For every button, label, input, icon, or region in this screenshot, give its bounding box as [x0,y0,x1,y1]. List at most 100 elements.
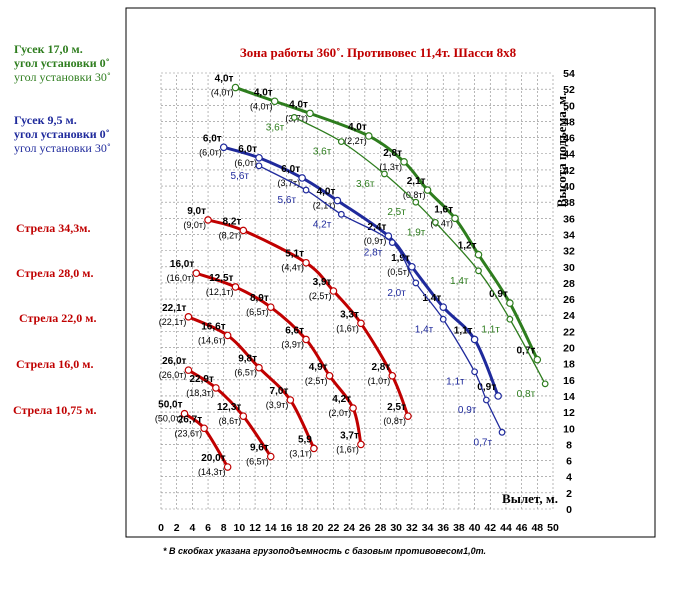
data-label: 1,1т [446,377,465,388]
y-tick-label: 38 [563,197,575,209]
data-label-secondary: (1,6т) [336,323,359,333]
data-point [223,463,232,471]
data-point [471,368,479,376]
series-1: 3,6т3,6т3,6т2,5т1,9т1,4т1,1т0,8т [266,114,549,400]
legend-label: Гусек 9,5 м. [14,113,77,127]
data-point [302,258,310,267]
data-label: 5,1т [285,249,304,260]
data-point [423,186,432,194]
y-tick-label: 40 [563,181,575,193]
data-point [357,440,365,449]
x-tick-label: 2 [174,522,180,534]
data-label: 2,8т [371,362,390,373]
data-point [498,428,506,436]
y-tick-label: 26 [563,294,575,306]
y-axis-label: Высота подъема, м. [554,93,569,208]
series-2: 6,0т (6,0т) 6,0т (6,0т) 6,0т (3,7т) 4,0т (2,1т)… [199,133,502,400]
data-label: 8,9т [250,293,269,304]
x-tick-label: 36 [437,522,449,534]
data-label: 1,4т [422,293,441,304]
y-tick-label: 48 [563,116,575,128]
y-tick-label: 22 [563,326,575,338]
legend-entry: Стрела 16,0 м. [16,357,93,371]
data-label: 2,0т [387,288,406,299]
y-tick-label: 8 [566,439,572,451]
plot-frame [125,7,656,538]
data-label-secondary: (1,3т) [379,162,402,172]
data-label: 4,9т [309,362,328,373]
y-tick-label: 44 [563,149,575,161]
series-8: 50,0т (50,0т)26,7т (23,6т) 20,0т (14,3т) [155,400,232,477]
legend-entry: Гусек 17,0 м. угол установки 0˚ угол устан… [14,42,111,84]
data-label-secondary: (4,4т) [281,263,304,273]
data-label: 0,9т [458,405,477,416]
x-tick-label: 10 [234,522,246,534]
data-label-secondary: (0,4т) [430,218,453,228]
data-label-secondary: (3,9т) [266,400,289,410]
x-tick-label: 26 [359,522,371,534]
data-point [239,412,248,420]
series-7: 26,0т (26,0т) 22,9т (18,3т)12,3т (8,6т) 9,6т (… [159,356,275,467]
data-label: 4,0т [254,87,273,98]
series-3: 5,6т 5,6т 4,2т 2,8т 2,0т 1,4т 1,1т 0,9т 0,7т [231,162,506,448]
legend-entry: Стрела 22,0 м. [19,311,96,325]
data-label: 2,8т [383,148,402,159]
legend-sub-label: угол установки 30˚ [14,70,111,84]
data-point [451,214,459,223]
y-tick-label: 50 [563,100,575,112]
data-label-secondary: (1,6т) [336,444,359,454]
data-label: 1,9т [407,227,426,238]
data-label-secondary: (2,2т) [344,136,367,146]
data-label-secondary: (6,0т) [199,147,222,157]
data-label: 6,0т [281,164,300,175]
x-tick-label: 24 [343,522,355,534]
data-point [290,114,298,121]
data-point [432,218,439,226]
data-label-secondary: (0,8т) [383,416,406,426]
data-label-secondary: (23,6т) [174,428,202,438]
data-point [266,452,275,461]
data-label: 1,4т [415,324,434,335]
data-label: 1,2т [458,241,477,252]
y-tick-label: 18 [563,359,575,371]
data-point [255,153,263,162]
x-tick-label: 34 [422,522,434,534]
data-label: 22,9т [190,374,214,385]
data-point [349,404,357,412]
data-point [184,366,193,374]
data-point [506,299,514,307]
data-label-secondary: (2,5т) [309,291,332,301]
series-6: 22,1т (22,1т) 16,6т (14,6т) 9,8т (6,5т) 7,0т (3… [159,303,318,458]
data-point [475,267,482,275]
data-label-secondary: (4,0т) [211,88,234,98]
data-label: 0,7т [474,437,493,448]
data-label: 4,0т [348,122,367,133]
data-point [533,355,542,364]
grid [160,72,554,510]
series-0: 4,0т (4,0т) 4,0т (4,0т) 4,0т (3,7т) 4,0т (2,2т)… [211,74,542,364]
data-label: 7,0т [270,386,289,397]
data-label: 1,4т [450,276,469,287]
data-point [357,319,365,328]
data-point [302,186,310,194]
data-label: 1,1т [454,325,473,336]
data-point [381,170,388,178]
legend-sub-label: угол установки 30˚ [14,141,111,155]
data-label: 4,0т [289,99,308,110]
x-tick-label: 30 [390,522,402,534]
data-point [400,158,408,166]
data-label: 12,3т [217,402,241,413]
data-point [412,279,420,287]
data-point [439,315,447,323]
data-point [255,363,263,372]
data-label-secondary: (1,0т) [368,376,391,386]
data-label-secondary: (3,9т) [281,339,304,349]
data-label-secondary: (12,1т) [206,287,234,297]
data-point [474,250,483,259]
data-point [255,162,263,170]
legend-label: Стрела 16,0 м. [16,357,94,371]
data-label-secondary: (4,0т) [250,101,273,111]
data-point [388,371,397,380]
series-line [234,86,539,361]
data-label: 6,0т [238,144,257,155]
